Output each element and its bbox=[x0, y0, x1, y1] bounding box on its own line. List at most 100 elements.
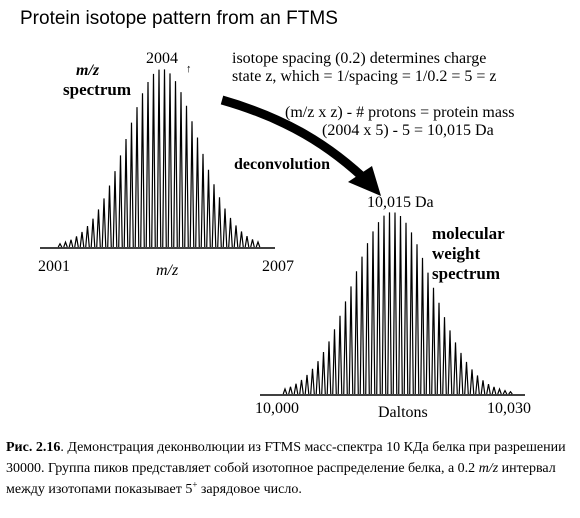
mz-x-min-label: 2001 bbox=[38, 258, 70, 275]
caption-superscript: + bbox=[192, 479, 198, 490]
mz-peak-34 bbox=[244, 235, 250, 248]
mw-peak-9 bbox=[332, 329, 337, 395]
mw-peak-23 bbox=[409, 232, 414, 395]
mw-peak-10 bbox=[337, 315, 343, 395]
mz-peak-11 bbox=[118, 155, 123, 248]
mz-peak-13 bbox=[129, 122, 134, 248]
mw-peak-5 bbox=[310, 368, 315, 395]
mw-spectrum-peaks bbox=[282, 212, 513, 395]
mw-peak-30 bbox=[447, 330, 453, 395]
annotation-line3: (m/z x z) - # protons = protein mass bbox=[285, 104, 515, 121]
caption-prefix: Рис. 2.16 bbox=[6, 440, 61, 455]
mz-peak-25 bbox=[195, 137, 200, 248]
mz-spectrum-label-line2: spectrum bbox=[63, 80, 131, 99]
mw-peak-32 bbox=[458, 352, 464, 395]
mw-peak-15 bbox=[365, 243, 370, 395]
mw-peak-31 bbox=[453, 342, 458, 395]
mw-spectrum-label-line3: spectrum bbox=[432, 264, 500, 283]
figure-title: Protein isotope pattern from an FTMS bbox=[20, 8, 338, 29]
mw-spectrum-label-line1: molecular bbox=[432, 224, 505, 243]
mw-peak-41 bbox=[508, 390, 513, 395]
annotation-line1: isotope spacing (0.2) determines charge bbox=[232, 50, 487, 67]
mz-peak-3 bbox=[74, 236, 79, 248]
mz-peak-15 bbox=[140, 93, 145, 248]
mw-peak-27 bbox=[431, 287, 436, 395]
mz-peak-35 bbox=[250, 239, 255, 248]
mw-peak-38 bbox=[491, 386, 497, 395]
mz-peak-8 bbox=[101, 198, 107, 248]
caption-italic: m/z bbox=[478, 461, 499, 476]
mz-peak-1 bbox=[63, 240, 68, 248]
mz-peak-0 bbox=[57, 242, 63, 248]
mw-peak-17 bbox=[376, 222, 381, 395]
mz-peak-2 bbox=[68, 239, 74, 248]
mz-peak-24 bbox=[189, 121, 195, 248]
mz-peak-16 bbox=[145, 81, 151, 248]
mz-peak-12 bbox=[123, 139, 129, 248]
mw-peak-19 bbox=[387, 212, 392, 395]
deconvolution-arrow-head bbox=[348, 166, 381, 196]
mz-peak-4 bbox=[79, 231, 85, 248]
mw-peak-14 bbox=[359, 256, 365, 395]
mz-peak-32 bbox=[233, 225, 239, 248]
mz-spectrum-peaks bbox=[57, 69, 261, 248]
mz-peak-27 bbox=[206, 169, 211, 248]
mw-spectrum-label-line2: weight bbox=[432, 244, 481, 263]
mz-peak-7 bbox=[96, 209, 101, 248]
mz-peak-17 bbox=[151, 73, 156, 248]
mw-peak-35 bbox=[475, 375, 480, 395]
figure-caption: Рис. 2.16. Демонстрация деконволюции из … bbox=[6, 437, 571, 500]
mz-x-axis-label: m/z bbox=[156, 262, 179, 279]
mw-peak-11 bbox=[343, 301, 348, 395]
mw-x-min-label: 10,000 bbox=[255, 400, 299, 417]
mz-spectrum-label-line1: m/z bbox=[76, 62, 100, 79]
mw-peak-37 bbox=[486, 383, 491, 395]
mw-peak-25 bbox=[420, 257, 425, 395]
mz-peak-10 bbox=[112, 171, 118, 248]
mz-peak-marker: ↑ bbox=[186, 63, 192, 75]
mz-peak-30 bbox=[222, 208, 228, 248]
mw-peak-1 bbox=[288, 386, 293, 395]
mz-peak-19 bbox=[162, 69, 167, 248]
deconvolution-label: deconvolution bbox=[234, 156, 331, 173]
deconvolution-arrow-shaft bbox=[220, 95, 374, 188]
mw-peak-0 bbox=[282, 387, 288, 395]
mz-peak-22 bbox=[178, 92, 184, 248]
caption-text-part2: интервал между изотопами показывает 5 bbox=[6, 461, 556, 497]
mw-peak-13 bbox=[354, 271, 359, 395]
caption-text-part3: зарядовое число. bbox=[197, 482, 302, 497]
mw-peak-8 bbox=[326, 341, 332, 395]
mw-peak-40 bbox=[502, 389, 508, 395]
mz-peak-36 bbox=[255, 240, 261, 248]
mz-peak-5 bbox=[85, 226, 90, 248]
mw-peak-12 bbox=[348, 286, 354, 395]
mw-peak-18 bbox=[381, 215, 387, 395]
mz-peak-31 bbox=[228, 217, 233, 248]
caption-text-part1: . Демонстрация деконволюции из FTMS масс… bbox=[6, 440, 566, 476]
mz-x-max-label: 2007 bbox=[262, 258, 294, 275]
mz-peak-28 bbox=[211, 184, 217, 248]
mw-peak-26 bbox=[425, 272, 431, 395]
mw-x-max-label: 10,030 bbox=[487, 400, 531, 417]
mw-peak-22 bbox=[403, 222, 409, 395]
mz-peak-33 bbox=[239, 231, 244, 248]
annotation-line4: (2004 x 5) - 5 = 10,015 Da bbox=[322, 122, 494, 139]
mw-peak-36 bbox=[480, 380, 486, 395]
mz-peak-label: 2004 bbox=[146, 50, 178, 67]
mw-peak-20 bbox=[392, 212, 398, 395]
mw-peak-label: 10,015 Da bbox=[367, 194, 434, 211]
mz-peak-21 bbox=[173, 81, 178, 248]
mw-peak-39 bbox=[497, 387, 502, 395]
mw-peak-6 bbox=[315, 361, 321, 395]
mw-x-axis-label: Daltons bbox=[378, 404, 428, 421]
mw-peak-34 bbox=[469, 369, 475, 395]
mw-peak-2 bbox=[293, 383, 299, 395]
mz-peak-20 bbox=[167, 73, 173, 248]
mw-peak-28 bbox=[436, 302, 442, 395]
mz-peak-14 bbox=[134, 107, 140, 248]
mz-peak-6 bbox=[90, 218, 96, 248]
mw-peak-3 bbox=[299, 379, 304, 395]
mz-peak-23 bbox=[184, 105, 189, 248]
mw-peak-21 bbox=[398, 216, 403, 395]
